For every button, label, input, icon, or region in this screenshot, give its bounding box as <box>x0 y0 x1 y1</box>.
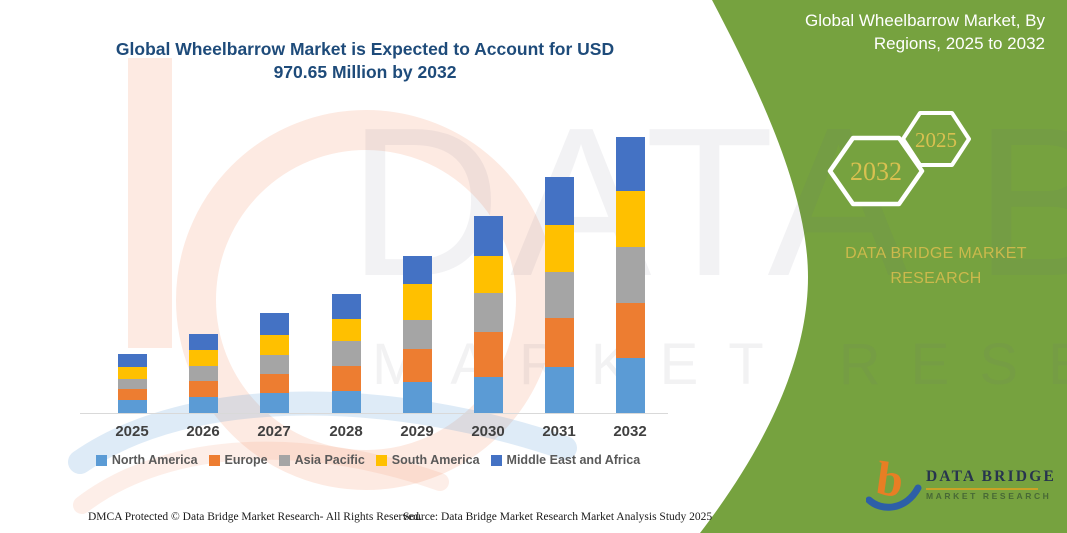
chart-legend: North America Europe Asia Pacific South Ame… <box>78 453 658 467</box>
legend-label: Europe <box>224 453 268 467</box>
x-tick-label: 2029 <box>400 423 434 440</box>
legend-label: Middle East and Africa <box>506 453 641 467</box>
bar-segment <box>615 190 645 247</box>
stacked-bar-2025 <box>117 353 147 413</box>
bar-segment <box>188 349 218 366</box>
bar-segment <box>259 354 289 375</box>
stacked-bar-2027 <box>259 312 289 413</box>
legend-swatch-icon <box>95 454 107 466</box>
bar-segment <box>117 399 147 413</box>
bar-segment <box>117 353 147 367</box>
logo-name: DATA BRIDGE <box>926 467 1056 485</box>
bar-segment <box>402 320 432 350</box>
bar-segment <box>544 318 574 367</box>
dbmr-logo: b DATA BRIDGE MARKET RESEARCH <box>866 452 1066 516</box>
x-tick-label: 2030 <box>471 423 505 440</box>
legend-label: Asia Pacific <box>294 453 365 467</box>
x-tick-label: 2031 <box>542 423 576 440</box>
x-tick-label: 2028 <box>329 423 363 440</box>
bar-segment <box>473 215 503 256</box>
bar-segment <box>473 255 503 294</box>
legend-swatch-icon <box>278 454 290 466</box>
stacked-bar-2029 <box>402 255 432 413</box>
legend-swatch-icon <box>375 454 387 466</box>
bar-segment <box>473 332 503 377</box>
bar-segment <box>259 393 289 413</box>
hexagon-2032-label: 2032 <box>850 157 902 186</box>
x-axis-labels: 2025 2026 2027 2028 2029 2030 2031 2032 <box>80 423 670 443</box>
stacked-bar-2028 <box>331 293 361 413</box>
logo-tagline: MARKET RESEARCH <box>926 490 1052 501</box>
logo-underline <box>926 487 1038 490</box>
bar-segment <box>259 335 289 355</box>
panel-title: Global Wheelbarrow Market, By Regions, 2… <box>805 11 1045 53</box>
bar-segment <box>402 381 432 413</box>
legend-item: Asia Pacific <box>278 453 365 467</box>
bar-segment <box>117 388 147 400</box>
dmca-copyright-text: DMCA Protected © Data Bridge Market Rese… <box>88 511 422 523</box>
bar-segment <box>331 365 361 391</box>
legend-swatch-icon <box>208 454 220 466</box>
svg-text:b: b <box>873 454 907 508</box>
bar-segment <box>544 176 574 226</box>
bar-segment <box>188 365 218 381</box>
stacked-bar-2032 <box>615 137 645 413</box>
dbmr-logo-icon: b <box>866 454 922 511</box>
bar-segment <box>402 283 432 321</box>
bar-segment <box>615 246 645 303</box>
x-tick-label: 2026 <box>186 423 220 440</box>
bar-segment <box>259 312 289 336</box>
x-tick-label: 2032 <box>613 423 647 440</box>
hexagon-2025-label: 2025 <box>915 128 957 152</box>
stacked-bar-2031 <box>544 176 574 413</box>
hexagon-2032-icon: 2032 <box>827 135 925 207</box>
x-axis-line <box>80 413 668 414</box>
bar-segment <box>402 255 432 284</box>
legend-swatch-icon <box>490 454 502 466</box>
bar-segment <box>473 293 503 333</box>
plot-area <box>80 110 670 413</box>
bar-segment <box>117 366 147 379</box>
legend-item: South America <box>375 453 480 467</box>
panel-brand-text: DATA BRIDGE MARKET RESEARCH <box>845 245 1027 287</box>
bar-segment <box>615 137 645 191</box>
bar-segment <box>615 358 645 413</box>
bar-segment <box>331 318 361 342</box>
bar-segment <box>117 378 147 389</box>
legend-label: South America <box>391 453 480 467</box>
bar-segment <box>544 366 574 413</box>
bar-segment <box>473 376 503 413</box>
stacked-bar-2026 <box>188 334 218 413</box>
bar-segment <box>188 380 218 398</box>
stacked-bar-2030 <box>473 215 503 413</box>
bar-segment <box>188 397 218 413</box>
bar-segment <box>331 293 361 319</box>
bar-segment <box>331 390 361 413</box>
bar-segment <box>544 271 574 319</box>
chart-title: Global Wheelbarrow Market is Expected to… <box>115 39 615 82</box>
bar-segment <box>259 374 289 394</box>
x-tick-label: 2025 <box>115 423 149 440</box>
legend-item: Middle East and Africa <box>490 453 641 467</box>
legend-item: Europe <box>208 453 268 467</box>
bar-segment <box>331 341 361 366</box>
bar-segment <box>188 334 218 350</box>
bar-segment <box>615 302 645 359</box>
bar-segment <box>402 349 432 382</box>
source-attribution-text: Source: Data Bridge Market Research Mark… <box>403 511 713 523</box>
bar-segment <box>544 225 574 272</box>
legend-label: North America <box>111 453 198 467</box>
hexagon-2025-icon: 2025 <box>901 111 971 167</box>
legend-item: North America <box>95 453 198 467</box>
x-tick-label: 2027 <box>257 423 291 440</box>
